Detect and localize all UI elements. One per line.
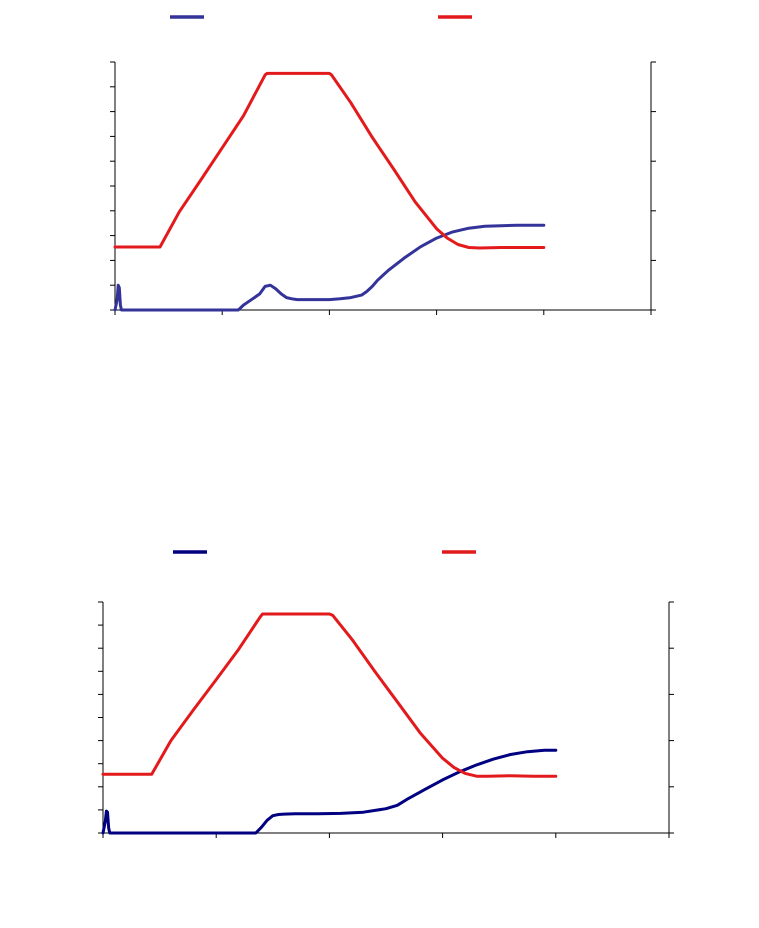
chart-bottom <box>98 550 674 838</box>
series-line-right-axis <box>101 612 558 778</box>
series-line-left-axis <box>101 748 558 835</box>
series-line-right-axis <box>113 71 546 250</box>
series-line-left-axis <box>113 223 546 312</box>
chart-top <box>110 15 656 315</box>
